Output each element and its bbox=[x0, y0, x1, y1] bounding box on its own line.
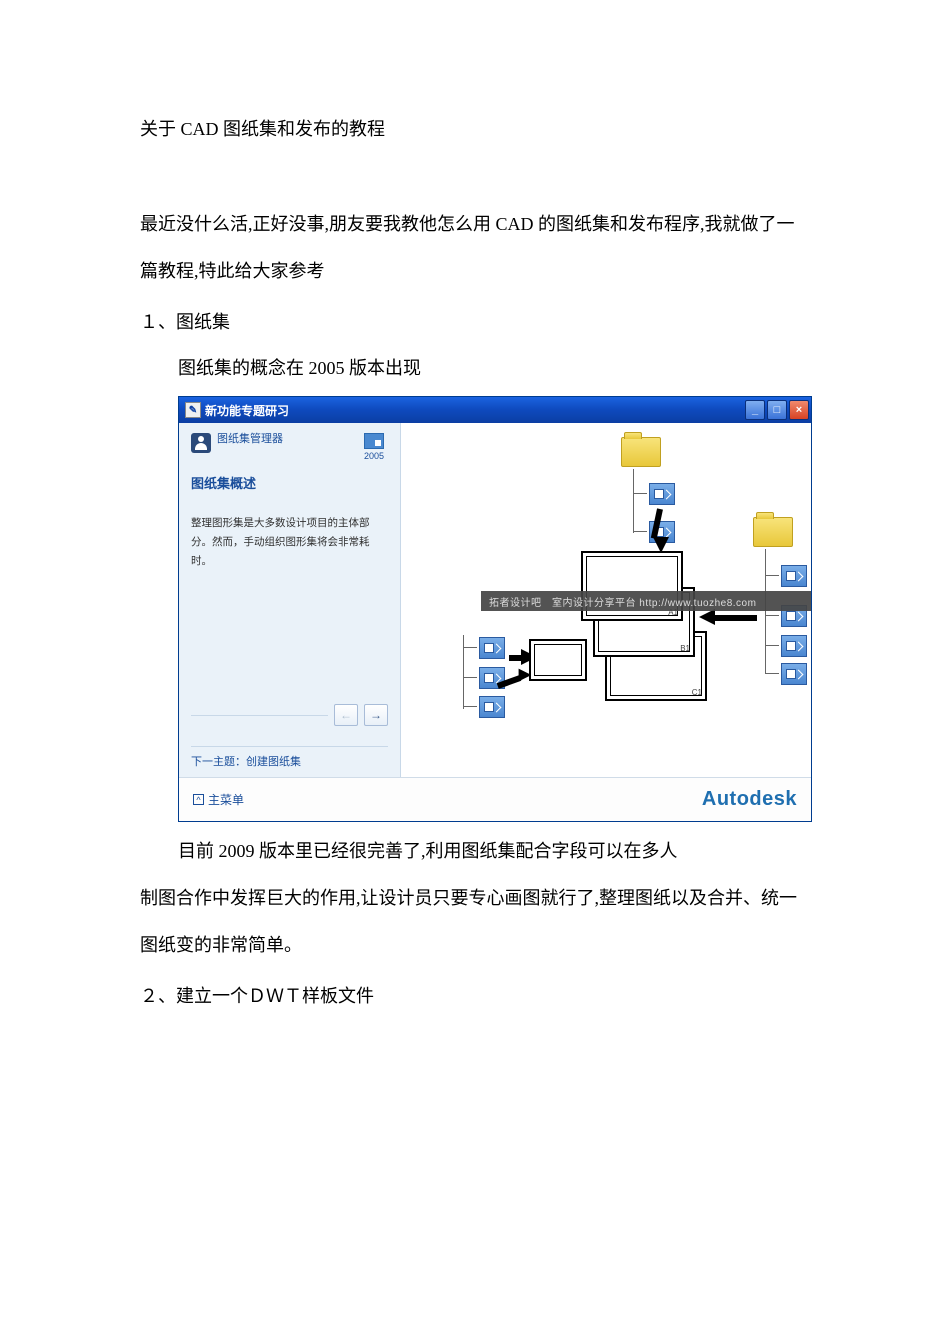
dwg-icon bbox=[649, 483, 675, 505]
autodesk-logo: Autodesk bbox=[702, 788, 797, 811]
section-1-para-2a: 目前 2009 版本里已经很完善了,利用图纸集配合字段可以在多人 bbox=[140, 828, 805, 875]
dwg-icon bbox=[781, 635, 807, 657]
main-menu-label: 主菜单 bbox=[208, 791, 244, 808]
section-2-heading: ２、建立一个ＤＷＴ样板文件 bbox=[140, 973, 805, 1020]
sheetset-manager-label: 图纸集管理器 bbox=[217, 433, 354, 446]
section-1-heading: １、图纸集 bbox=[140, 299, 805, 346]
dwg-icon bbox=[479, 637, 505, 659]
maximize-button[interactable]: □ bbox=[767, 400, 787, 420]
dwg-icon bbox=[479, 696, 505, 718]
window-title: 新功能专题研习 bbox=[205, 402, 289, 419]
sheet-icon bbox=[364, 433, 384, 449]
overview-heading: 图纸集概述 bbox=[191, 473, 388, 492]
year-label: 2005 bbox=[360, 451, 388, 461]
nav-back-button[interactable]: ← bbox=[334, 704, 358, 726]
folder-icon bbox=[621, 437, 661, 467]
intro-paragraph: 最近没什么活,正好没事,朋友要我教他怎么用 CAD 的图纸集和发布程序,我就做了… bbox=[140, 201, 805, 295]
nav-forward-button[interactable]: → bbox=[364, 704, 388, 726]
titlebar: ✎ 新功能专题研习 _ □ × bbox=[179, 397, 811, 423]
diagram-canvas: C1 B1 A1 拓者设计吧 室内设计分享平台 http://www.tuozh… bbox=[401, 423, 811, 777]
doc-title: 关于 CAD 图纸集和发布的教程 bbox=[140, 115, 805, 141]
year-badge: 2005 bbox=[360, 433, 388, 461]
close-button[interactable]: × bbox=[789, 400, 809, 420]
sheet-small bbox=[529, 639, 587, 681]
person-icon bbox=[191, 433, 211, 453]
menu-arrow-icon: ^ bbox=[193, 794, 204, 805]
folder-icon bbox=[753, 517, 793, 547]
section-1-line-1: 图纸集的概念在 2005 版本出现 bbox=[140, 345, 805, 392]
main-menu-link[interactable]: ^ 主菜单 bbox=[193, 791, 244, 808]
watermark-overlay: 拓者设计吧 室内设计分享平台 http://www.tuozhe8.com bbox=[481, 591, 811, 611]
dwg-icon bbox=[781, 663, 807, 685]
side-panel: 图纸集管理器 2005 图纸集概述 整理图形集是大多数设计项目的主体部分。然而，… bbox=[179, 423, 401, 777]
next-topic-link[interactable]: 下一主题：创建图纸集 bbox=[191, 746, 388, 769]
app-window: ✎ 新功能专题研习 _ □ × 图纸集管理器 2005 图纸集概述 整理图形集是… bbox=[178, 396, 812, 822]
section-1-para-2b: 制图合作中发挥巨大的作用,让设计员只要专心画图就行了,整理图纸以及合并、统一图纸… bbox=[140, 875, 805, 969]
minimize-button[interactable]: _ bbox=[745, 400, 765, 420]
window-footer: ^ 主菜单 Autodesk bbox=[179, 777, 811, 821]
dwg-icon bbox=[781, 565, 807, 587]
nav-controls: ← → bbox=[191, 704, 388, 726]
window-icon: ✎ bbox=[185, 402, 201, 418]
overview-description: 整理图形集是大多数设计项目的主体部分。然而，手动组织图形集将会非常耗时。 bbox=[191, 514, 388, 571]
